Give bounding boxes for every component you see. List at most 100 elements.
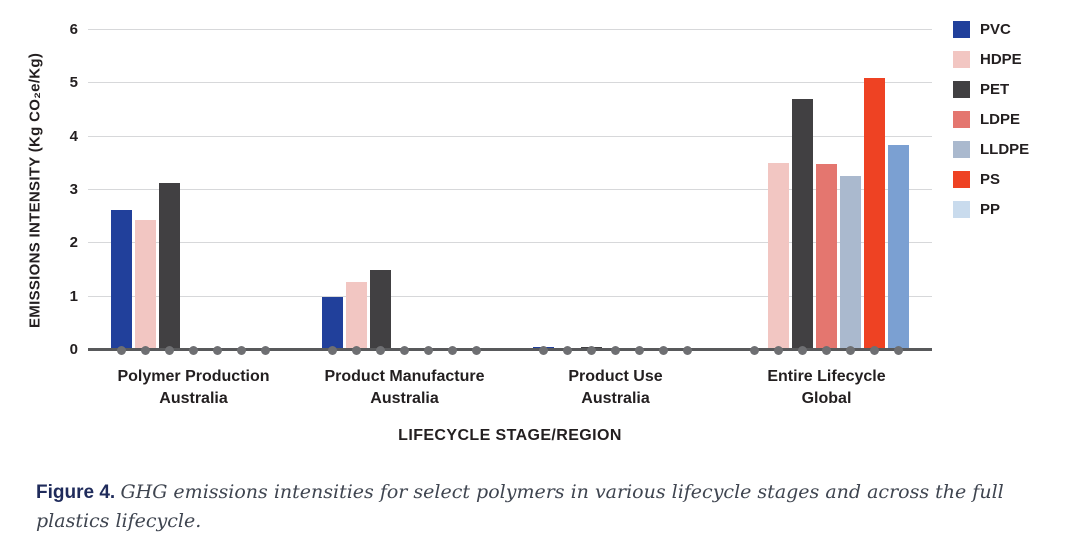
axis-dot bbox=[659, 346, 668, 355]
x-axis-line bbox=[88, 348, 932, 351]
axis-dot bbox=[424, 346, 433, 355]
axis-dot bbox=[117, 346, 126, 355]
legend-swatch-pp bbox=[953, 201, 970, 218]
series-slot-ldpe bbox=[394, 30, 415, 355]
gridline bbox=[88, 135, 932, 137]
series-slot-ps bbox=[864, 30, 885, 355]
legend: PVC HDPE PET LDPE LLDPE PS PP bbox=[953, 21, 1029, 218]
legend-label: PS bbox=[980, 171, 1001, 188]
axis-dot bbox=[448, 346, 457, 355]
series-slot-lldpe bbox=[629, 30, 650, 355]
series-slot-lldpe bbox=[207, 30, 228, 355]
axis-dot bbox=[846, 346, 855, 355]
series-slot-ldpe bbox=[605, 30, 626, 355]
category-group bbox=[88, 30, 299, 355]
x-category-label: Product Manufacture Australia bbox=[324, 368, 485, 407]
series-slot-ps bbox=[231, 30, 252, 355]
y-tick-label: 2 bbox=[69, 234, 78, 252]
series-slot-ldpe bbox=[183, 30, 204, 355]
axis-dot bbox=[328, 346, 337, 355]
series-slot-lldpe bbox=[418, 30, 439, 355]
series-slot-pet bbox=[159, 30, 180, 355]
y-axis-title: EMISSIONS INTENSITY (Kg CO₂e/Kg) bbox=[26, 52, 44, 328]
category-group bbox=[510, 30, 721, 355]
axis-dot bbox=[141, 346, 150, 355]
axis-dot bbox=[376, 346, 385, 355]
series-slot-pvc bbox=[533, 30, 554, 355]
legend-label: PP bbox=[980, 201, 1001, 218]
legend-swatch-lldpe bbox=[953, 141, 970, 158]
series-slot-pp bbox=[466, 30, 487, 355]
series-slot-pvc bbox=[744, 30, 765, 355]
y-tick-label: 4 bbox=[69, 127, 78, 145]
series-slot-hdpe bbox=[557, 30, 578, 355]
series-slot-pvc bbox=[322, 30, 343, 355]
x-category-label: Polymer Production Australia bbox=[117, 368, 270, 407]
axis-dot bbox=[563, 346, 572, 355]
axis-dot bbox=[611, 346, 620, 355]
y-tick-label: 3 bbox=[69, 181, 78, 198]
series-slot-ps bbox=[653, 30, 674, 355]
bar-pvc bbox=[322, 296, 343, 350]
x-category-label: Product Use Australia bbox=[568, 368, 663, 407]
legend-item-lldpe: LLDPE bbox=[953, 141, 1029, 158]
figure-caption-text: GHG emissions intensities for select pol… bbox=[36, 481, 1004, 532]
series-slot-pet bbox=[792, 30, 813, 355]
legend-swatch-ps bbox=[953, 171, 970, 188]
gridline bbox=[88, 295, 932, 297]
legend-label: HDPE bbox=[980, 51, 1022, 68]
y-tick-label: 1 bbox=[69, 287, 78, 305]
axis-dot bbox=[870, 346, 879, 355]
axis-dot bbox=[683, 346, 692, 355]
series-slot-pp bbox=[888, 30, 909, 355]
series-slot-pet bbox=[370, 30, 391, 355]
legend-swatch-hdpe bbox=[953, 51, 970, 68]
series-slot-hdpe bbox=[135, 30, 156, 355]
axis-dot bbox=[261, 346, 270, 355]
bar-pp bbox=[888, 144, 909, 350]
axis-dot bbox=[213, 346, 222, 355]
bar-hdpe bbox=[346, 282, 367, 350]
series-slot-ldpe bbox=[816, 30, 837, 355]
figure-caption-label: Figure 4. bbox=[36, 482, 116, 503]
series-slot-pp bbox=[255, 30, 276, 355]
legend-swatch-pvc bbox=[953, 21, 970, 38]
series-slot-pvc bbox=[111, 30, 132, 355]
bar-pet bbox=[792, 99, 813, 350]
axis-dot bbox=[822, 346, 831, 355]
plot-area bbox=[88, 29, 932, 355]
legend-swatch-pet bbox=[953, 81, 970, 98]
gridline bbox=[88, 82, 932, 84]
y-tick-label: 5 bbox=[69, 74, 78, 92]
y-axis-ticks: 0 1 2 3 4 5 6 bbox=[46, 21, 78, 358]
axis-dot bbox=[587, 346, 596, 355]
series-slot-pet bbox=[581, 30, 602, 355]
legend-label: LDPE bbox=[980, 111, 1021, 128]
axis-dot bbox=[189, 346, 198, 355]
bar-ldpe bbox=[816, 164, 837, 350]
y-tick-label: 0 bbox=[69, 341, 78, 358]
series-slot-pp bbox=[677, 30, 698, 355]
legend-item-hdpe: HDPE bbox=[953, 51, 1029, 68]
axis-dot bbox=[352, 346, 361, 355]
axis-dot bbox=[539, 346, 548, 355]
figure-caption: Figure 4. GHG emissions intensities for … bbox=[36, 478, 1052, 536]
legend-item-pvc: PVC bbox=[953, 21, 1029, 38]
bar-ps bbox=[864, 78, 885, 350]
legend-label: LLDPE bbox=[980, 141, 1030, 158]
legend-item-ps: PS bbox=[953, 171, 1029, 188]
legend-label: PVC bbox=[980, 21, 1011, 38]
axis-dot bbox=[798, 346, 807, 355]
bar-groups-container bbox=[88, 30, 932, 355]
y-tick-label: 6 bbox=[69, 21, 78, 38]
legend-swatch-ldpe bbox=[953, 111, 970, 128]
bar-hdpe bbox=[768, 163, 789, 350]
series-slot-ps bbox=[442, 30, 463, 355]
legend-item-pet: PET bbox=[953, 81, 1029, 98]
x-axis-category-labels: Polymer Production Australia Product Manu… bbox=[88, 366, 932, 410]
bar-hdpe bbox=[135, 220, 156, 350]
x-axis-title: LIFECYCLE STAGE/REGION bbox=[398, 427, 622, 444]
axis-dot bbox=[400, 346, 409, 355]
category-group bbox=[721, 30, 932, 355]
